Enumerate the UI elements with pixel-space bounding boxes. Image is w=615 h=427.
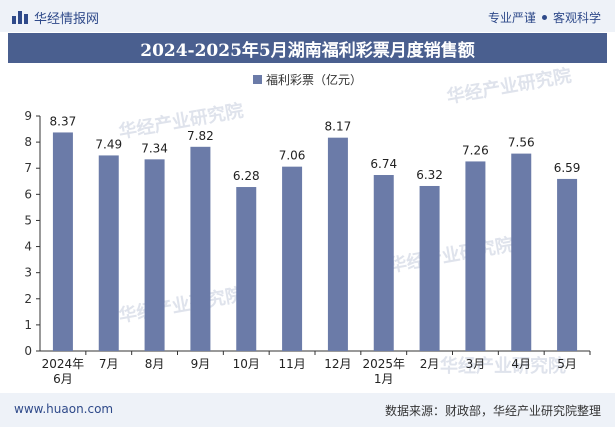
bar [511,153,532,351]
brand-logo-icon [12,10,28,24]
x-tick-label: 2025年 1月 [362,357,405,386]
data-label: 6.32 [416,168,443,182]
top-bar: 华经情报网 专业严谨 客观科学 [0,0,615,32]
y-tick-label: 0 [24,344,32,358]
chart-title: 2024-2025年5月湖南福利彩票月度销售额 [8,33,607,63]
brand: 华经情报网 [12,8,100,27]
data-label: 7.34 [141,141,168,155]
x-tick-label: 9月 [191,357,211,371]
x-tick-label-line: 5月 [557,357,577,371]
legend-swatch [252,74,262,84]
data-label: 7.82 [187,129,214,143]
x-tick-label-line: 2024年 [42,357,85,371]
chart-legend: 福利彩票（亿元） [0,71,615,87]
brand-name: 华经情报网 [34,11,100,27]
y-tick-label: 3 [24,266,32,280]
y-tick-label: 8 [24,135,32,149]
x-tick-label-line: 10月 [233,357,260,371]
data-source: 数据来源：财政部，华经产业研究院整理 [384,404,601,418]
bar [465,161,486,351]
x-tick-label: 8月 [145,357,165,371]
website-link[interactable]: www.huaon.com [14,402,114,416]
data-label: 7.56 [508,136,535,150]
data-label: 7.49 [95,137,122,151]
bar [52,132,73,351]
svg-text:华经产业研究院: 华经产业研究院 [445,64,573,108]
x-tick-label: 2月 [420,357,440,371]
y-tick-label: 9 [24,109,32,123]
bar [327,137,348,351]
x-tick-label: 12月 [324,357,351,371]
legend-label: 福利彩票（亿元） [265,72,362,87]
bar [557,178,578,351]
y-tick-label: 1 [24,318,32,332]
data-label: 8.17 [325,120,352,134]
x-tick-label-line: 4月 [511,357,531,371]
tagline-left: 专业严谨 [487,10,536,25]
x-tick-label: 10月 [233,357,260,371]
x-tick-label: 7月 [99,357,119,371]
tagline-right: 客观科学 [552,10,601,25]
bullet-icon [541,14,547,20]
footer: www.huaon.com 数据来源：财政部，华经产业研究院整理 [0,393,615,427]
x-tick-label-line: 9月 [191,357,211,371]
x-tick-label-line: 7月 [99,357,119,371]
x-tick-label-line: 2025年 [362,357,405,371]
bar [236,187,257,351]
x-tick-label-line: 11月 [278,357,305,371]
x-tick-label-line: 8月 [145,357,165,371]
bar [282,166,303,351]
x-tick-label: 3月 [466,357,486,371]
bar [373,175,394,351]
x-tick-label-line: 6月 [53,372,73,386]
x-tick-label-line: 12月 [324,357,351,371]
x-tick-label: 5月 [557,357,577,371]
data-label: 6.74 [370,157,397,171]
y-tick-label: 5 [24,213,32,227]
x-tick-label: 2024年 6月 [42,357,85,386]
data-label: 7.06 [279,149,306,163]
svg-text:华经产业研究院: 华经产业研究院 [440,355,566,377]
x-tick-label: 4月 [511,357,531,371]
svg-text:华经产业研究院: 华经产业研究院 [387,233,515,277]
tagline: 专业严谨 客观科学 [488,8,601,26]
bar [98,155,119,351]
y-tick-label: 2 [24,292,32,306]
x-tick-label: 11月 [278,357,305,371]
svg-text:华经产业研究院: 华经产业研究院 [117,99,245,143]
bar [190,146,211,351]
x-tick-label-line: 3月 [466,357,486,371]
data-label: 8.37 [50,114,77,128]
x-tick-label-line: 1月 [374,372,394,386]
y-tick-label: 6 [24,187,32,201]
y-tick-label: 7 [24,161,32,175]
data-label: 6.28 [233,169,260,183]
bar [419,185,440,351]
data-label: 6.59 [554,161,581,175]
svg-text:华经产业研究院: 华经产业研究院 [117,283,245,327]
bar [144,159,165,351]
data-label: 7.26 [462,143,489,157]
x-tick-label-line: 2月 [420,357,440,371]
bar-chart: 华经产业研究院 华经产业研究院 华经产业研究院 华经产业研究院 华经产业研究院 … [24,64,591,386]
y-tick-label: 4 [24,240,32,254]
